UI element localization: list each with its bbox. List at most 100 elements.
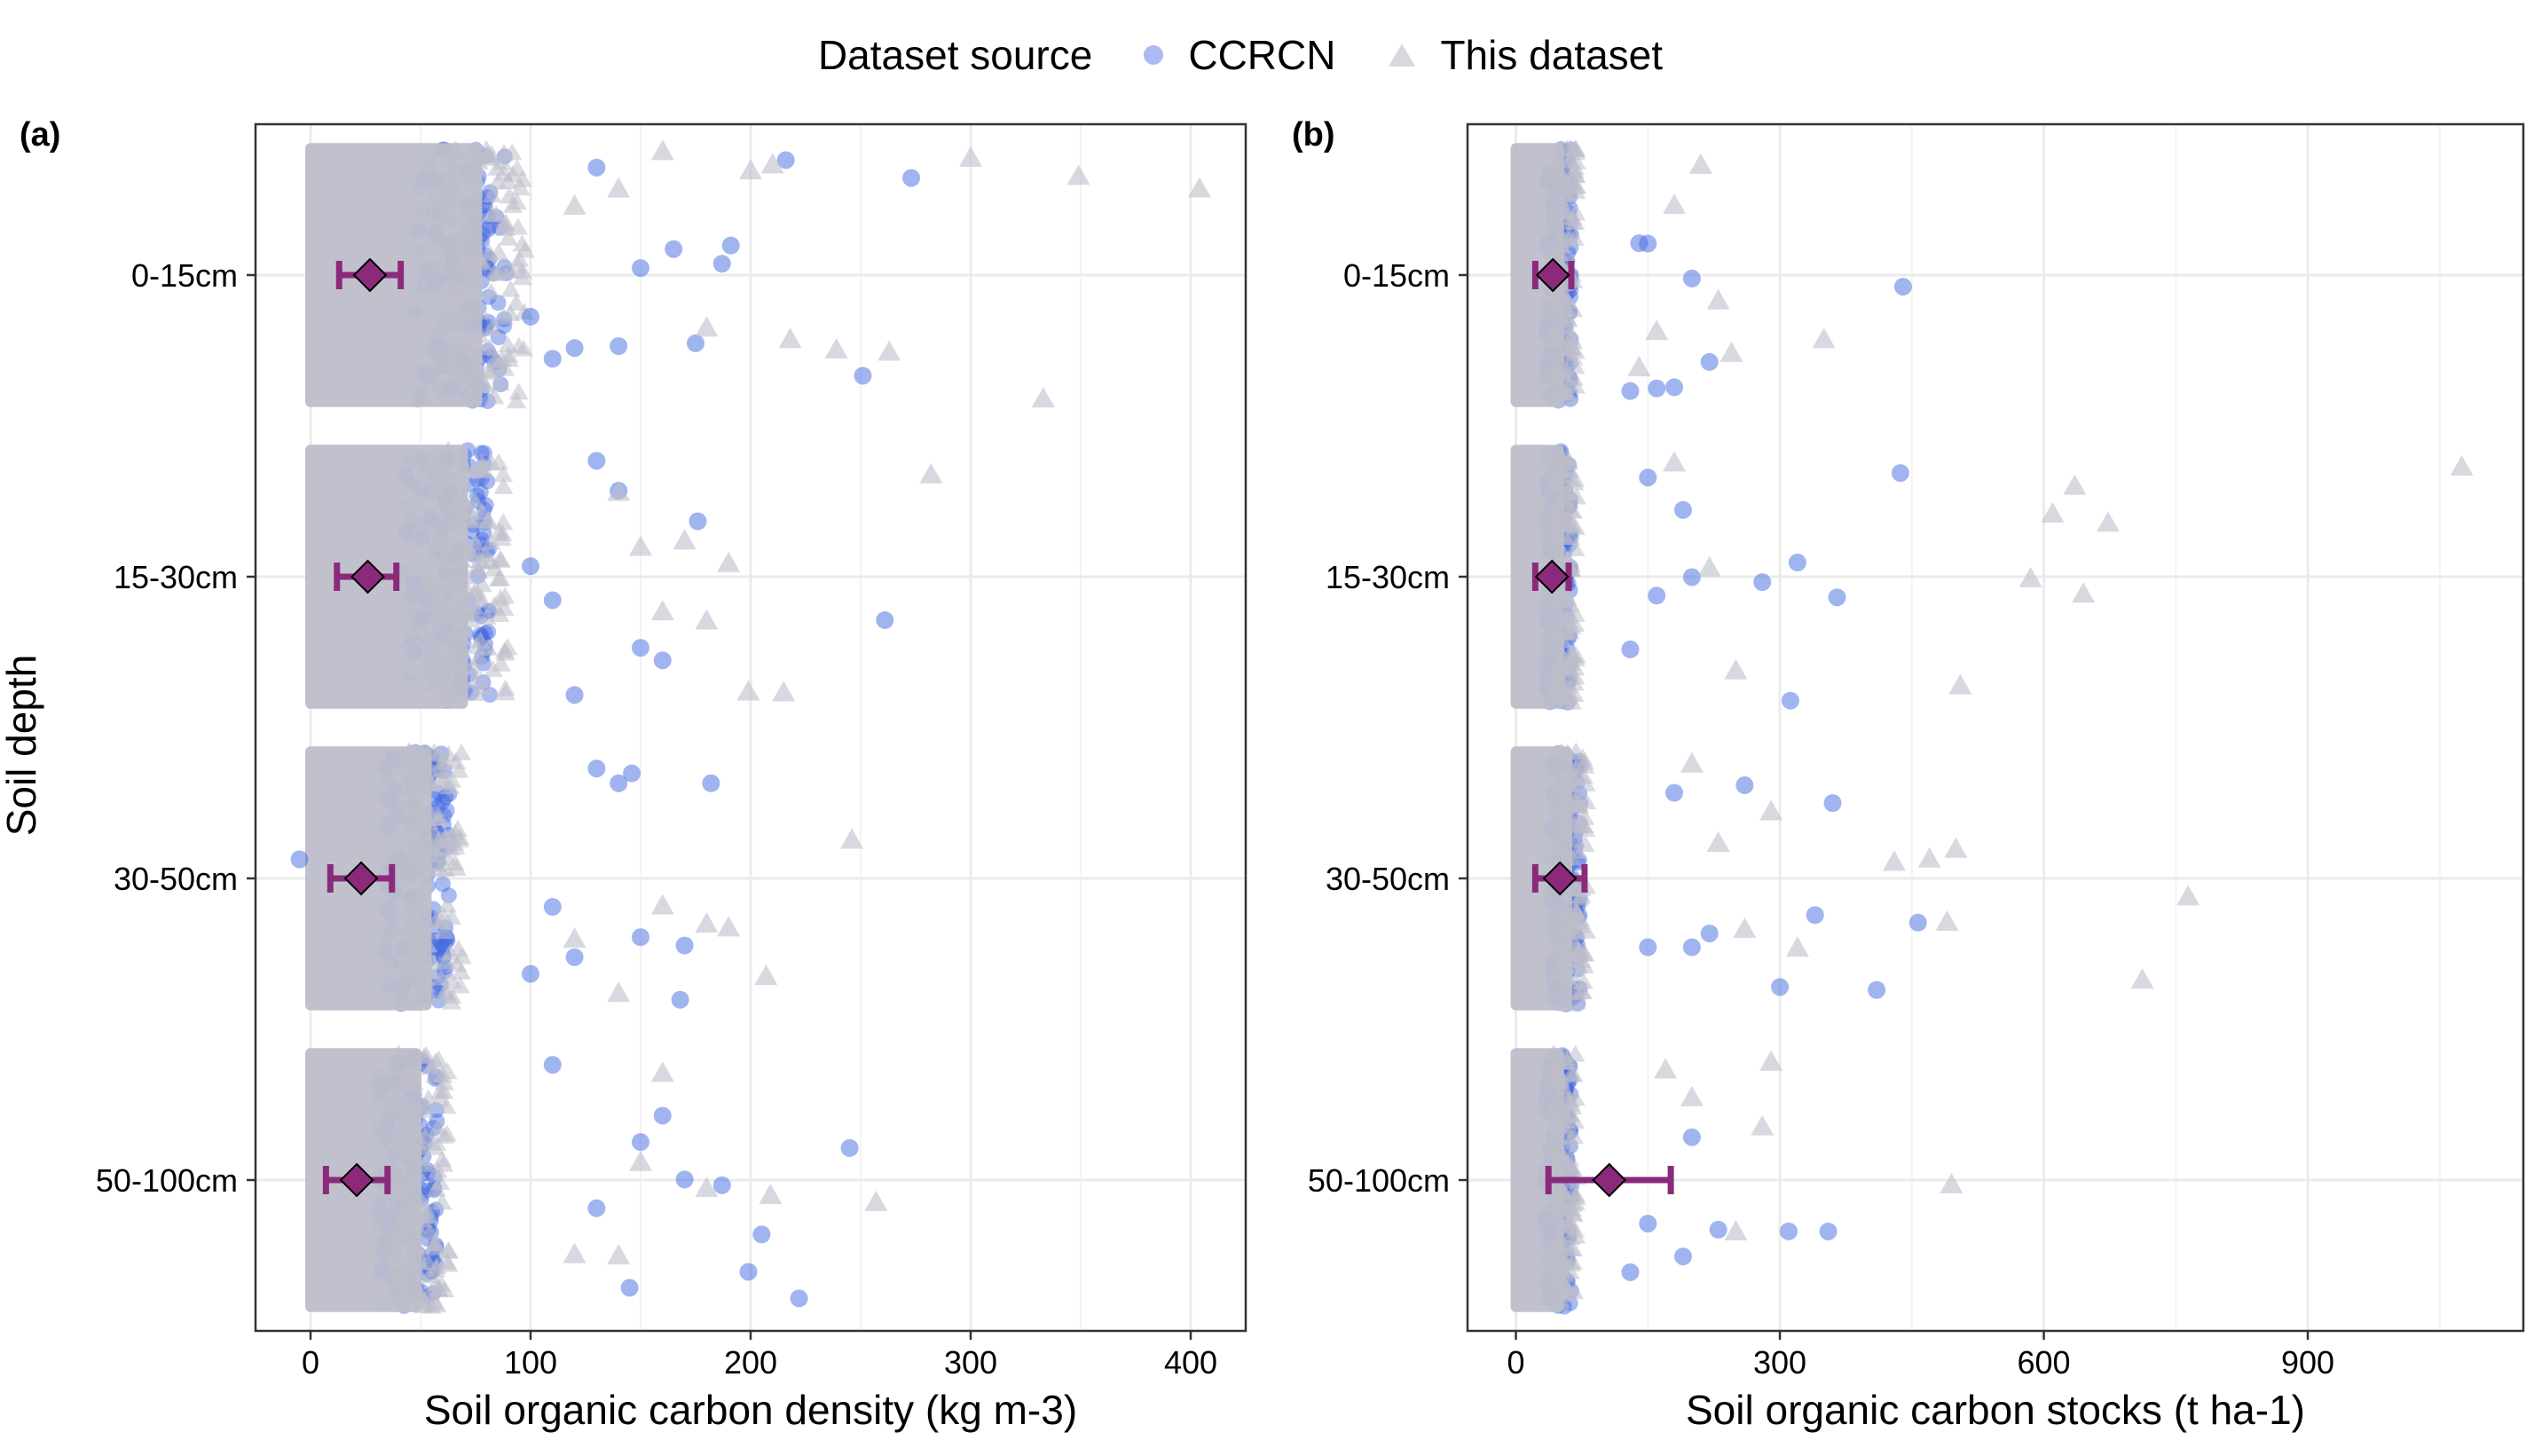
data-point-this-dataset <box>492 524 513 542</box>
data-point-this-dataset <box>399 742 420 759</box>
data-point-ccrcn <box>587 158 606 177</box>
data-point-this-dataset <box>390 1263 411 1281</box>
data-point-this-dataset <box>429 1279 449 1297</box>
data-point-this-dataset <box>739 159 762 180</box>
data-point-this-dataset <box>412 946 432 964</box>
data-point-this-dataset <box>1576 775 1596 792</box>
data-point-this-dataset <box>512 268 532 286</box>
data-point-this-dataset <box>449 238 469 256</box>
data-point-this-dataset <box>401 896 421 914</box>
data-point-this-dataset <box>462 657 483 674</box>
data-point-this-dataset <box>1574 956 1594 973</box>
data-point-this-dataset <box>457 339 477 357</box>
triangle-marker-icon <box>1389 43 1416 67</box>
data-point-this-dataset <box>1558 922 1578 940</box>
data-point-this-dataset <box>772 681 796 702</box>
data-point-this-dataset <box>435 922 455 940</box>
data-point-this-dataset <box>1566 203 1586 221</box>
data-point-this-dataset <box>1550 779 1570 797</box>
data-point-ccrcn <box>902 169 921 187</box>
data-point-this-dataset <box>466 636 486 654</box>
data-point-this-dataset <box>1570 909 1591 926</box>
data-point-this-dataset <box>1031 387 1055 408</box>
data-point-this-dataset <box>466 670 486 688</box>
data-point-this-dataset <box>1654 1058 1678 1079</box>
data-point-this-dataset <box>402 841 422 859</box>
data-point-this-dataset <box>1680 752 1704 773</box>
data-point-ccrcn <box>522 964 539 983</box>
data-point-ccrcn <box>565 686 584 704</box>
data-point-this-dataset <box>458 217 478 235</box>
data-point-this-dataset <box>508 217 528 235</box>
data-point-this-dataset <box>405 1148 426 1166</box>
data-point-this-dataset <box>436 859 456 877</box>
data-point-this-dataset <box>414 1154 435 1172</box>
data-point-this-dataset <box>1720 341 1743 362</box>
y-tick-label: 30-50cm <box>1326 861 1450 897</box>
data-point-this-dataset <box>1688 153 1712 174</box>
data-point-this-dataset <box>650 893 674 915</box>
data-point-this-dataset <box>512 234 532 252</box>
data-point-this-dataset <box>1558 947 1578 964</box>
data-point-this-dataset <box>1546 626 1566 643</box>
data-point-this-dataset <box>481 532 501 550</box>
data-point-ccrcn <box>1779 1222 1798 1240</box>
data-point-this-dataset <box>432 1192 452 1210</box>
x-tick-label: 300 <box>1753 1344 1806 1381</box>
data-point-ccrcn <box>1700 352 1719 371</box>
data-point-this-dataset <box>425 603 445 621</box>
data-point-this-dataset <box>466 684 486 702</box>
data-point-this-dataset <box>421 1058 441 1075</box>
data-point-this-dataset <box>2450 455 2474 476</box>
data-point-this-dataset <box>1562 501 1583 519</box>
data-point-this-dataset <box>407 756 428 774</box>
data-point-this-dataset <box>607 480 631 501</box>
x-tick-label: 100 <box>504 1344 557 1381</box>
data-point-ccrcn <box>790 1289 808 1308</box>
mean-diamond <box>1535 257 1570 293</box>
data-point-this-dataset <box>434 1154 454 1172</box>
data-point-this-dataset <box>386 1245 406 1263</box>
data-point-ccrcn <box>1753 573 1772 592</box>
x-tick-label: 200 <box>724 1344 777 1381</box>
data-point-this-dataset <box>1554 980 1575 998</box>
data-point-this-dataset <box>1663 451 1687 472</box>
data-point-this-dataset <box>1187 177 1211 198</box>
data-point-this-dataset <box>1545 1060 1565 1078</box>
data-point-this-dataset <box>1573 972 1594 989</box>
data-point-this-dataset <box>482 319 502 336</box>
data-point-this-dataset <box>452 491 472 508</box>
data-point-this-dataset <box>1546 1096 1566 1114</box>
data-point-ccrcn <box>1665 378 1684 397</box>
data-point-this-dataset <box>395 1279 415 1297</box>
data-point-this-dataset <box>443 623 463 641</box>
data-point-this-dataset <box>493 465 514 483</box>
data-point-ccrcn <box>721 236 740 255</box>
data-point-ccrcn <box>1648 379 1666 397</box>
data-point-this-dataset <box>437 983 457 1001</box>
data-point-this-dataset <box>502 195 523 213</box>
data-point-this-dataset <box>1566 182 1586 200</box>
data-point-this-dataset <box>444 160 464 177</box>
data-point-this-dataset <box>2063 474 2087 495</box>
data-point-ccrcn <box>587 452 606 470</box>
data-point-this-dataset <box>437 1062 458 1080</box>
panel-a: 0 100 200 300 400 0-15cm 15-30cm 30-50cm 50-100c… <box>20 116 1247 1433</box>
data-point-ccrcn <box>1868 980 1886 999</box>
data-point-ccrcn <box>712 255 731 273</box>
data-point-this-dataset <box>1556 386 1577 404</box>
data-point-this-dataset <box>405 1235 426 1253</box>
data-point-this-dataset <box>1559 374 1579 392</box>
data-point-this-dataset <box>1553 1082 1573 1099</box>
data-point-this-dataset <box>429 449 450 467</box>
data-point-ccrcn <box>1771 978 1790 996</box>
data-point-this-dataset <box>1944 837 1968 858</box>
data-point-this-dataset <box>406 1261 427 1279</box>
data-point-this-dataset <box>494 144 515 161</box>
circle-marker-icon <box>1144 45 1164 65</box>
data-point-ccrcn <box>1639 1215 1657 1233</box>
data-point-ccrcn <box>1621 382 1640 400</box>
data-point-this-dataset <box>1571 981 1592 999</box>
data-point-this-dataset <box>400 1174 421 1192</box>
data-point-this-dataset <box>402 1200 422 1218</box>
